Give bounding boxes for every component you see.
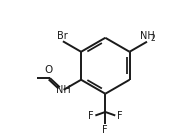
Text: F: F [117,111,123,121]
Text: F: F [103,125,108,135]
Text: O: O [44,65,52,75]
Text: 2: 2 [150,34,155,43]
Text: NH: NH [140,31,154,41]
Text: Br: Br [57,31,68,41]
Text: NH: NH [56,85,71,95]
Text: F: F [88,111,94,121]
